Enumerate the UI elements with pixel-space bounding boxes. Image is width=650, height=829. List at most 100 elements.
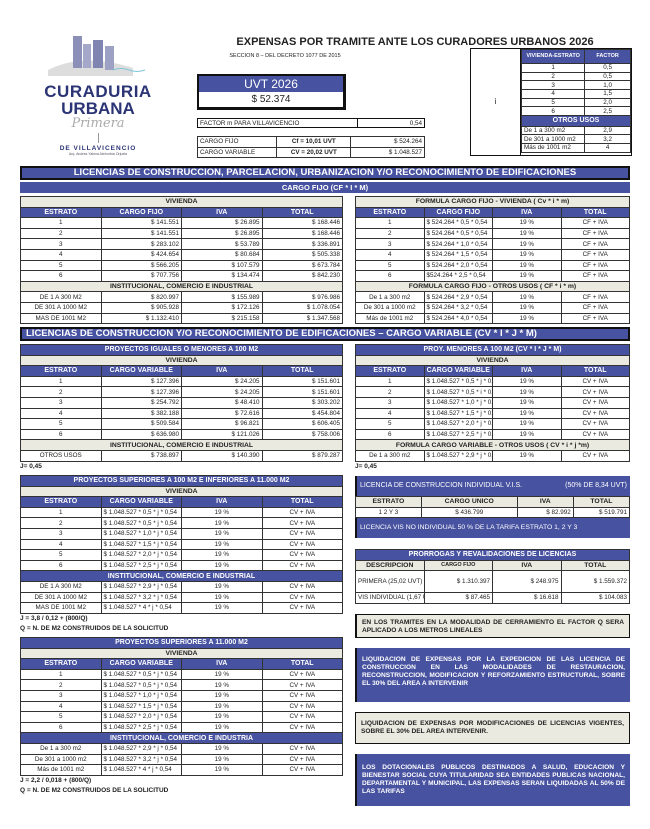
city-buildings-icon xyxy=(48,36,146,76)
group-label-row: VIVIENDA xyxy=(20,485,343,498)
table-cell: CF + IVA xyxy=(560,312,630,325)
page-subtitle: SECCION 8 – DEL DECRETO 1077 DE 2015 xyxy=(229,53,341,59)
table-cell: 19 % xyxy=(181,538,263,551)
table-cell: 3 xyxy=(355,396,425,409)
table-row: Más de 1001 m2 $ 524.264 * 4,0 * 0,54 19 %… xyxy=(355,312,630,325)
column-header: TOTAL xyxy=(560,365,630,377)
i-label: i xyxy=(471,49,521,155)
table-cell: 3 xyxy=(20,396,102,409)
table-cell: CV + IVA xyxy=(261,538,343,551)
vis-no-individual: LICENCIA VIS NO INDIVIDUAL 50 % DE LA TA… xyxy=(355,518,630,539)
column-header: TOTAL xyxy=(261,496,343,508)
prorroga-row: VIS INDIVIDUAL (1,67 UVT)$ 87.465$ 16.61… xyxy=(355,592,630,604)
table-cell: 19 % xyxy=(181,506,263,519)
table-cell: 1 xyxy=(355,375,425,388)
header-row: ESTRATO CARGO FIJO IVA TOTAL xyxy=(20,206,343,219)
table-cell: $ 566.205 xyxy=(100,259,182,272)
table-cell: $ 303.202 xyxy=(261,396,343,409)
table-cell: 1 xyxy=(20,375,102,388)
cv-mid-table: PROYECTOS SUPERIORES A 100 M2 E INFERIOR… xyxy=(20,475,343,632)
group-label: INSTITUCIONAL, COMERCIO E INDUSTRIAL xyxy=(20,439,343,451)
table-cell: 1 xyxy=(20,217,102,229)
table-cell: 4 xyxy=(20,248,102,261)
table-cell: 2,9 xyxy=(584,125,631,136)
table-cell: $ 107.579 xyxy=(181,259,263,272)
table-cell: 5 xyxy=(355,418,425,430)
table-cell: 1 xyxy=(520,63,586,73)
table-cell: 19 % xyxy=(492,312,562,325)
table-cell: $ 454.804 xyxy=(261,407,343,420)
section-1-subtitle: CARGO FIJO (CF * I * M) xyxy=(20,182,630,193)
table-cell: 5 xyxy=(20,711,102,723)
table-cell: 19 % xyxy=(181,580,263,593)
table-cell: $ 1.048.527 * 0,5 * i * 0,54 xyxy=(423,386,493,398)
table-row: De 1 a 300 m2$ 1.048.527 * 2,9 * j * 0,5… xyxy=(20,742,343,755)
table-cell: CV + IVA xyxy=(560,375,630,388)
cv-large-table: PROYECTOS SUPERIORES A 11.000 M2 VIVIENDA… xyxy=(20,637,343,794)
page-title: EXPENSAS POR TRAMITE ANTE LOS CURADORES … xyxy=(236,36,594,48)
cargos-table: CARGO FIJO Cf = 10,01 UVT $ 524.264 CARGO … xyxy=(196,136,425,159)
table-cell: CF + IVA xyxy=(560,238,630,250)
table-cell: 4 xyxy=(355,407,425,420)
column-header: CARGO FIJO xyxy=(423,206,493,219)
table-cell: 19 % xyxy=(492,386,562,398)
table-cell: 19 % xyxy=(181,700,263,713)
table-row: 2 $ 127.396 $ 24.205 $ 151.601 xyxy=(20,386,343,398)
table-cell: 1 xyxy=(20,668,102,681)
logo-place: DE VILLAVICENCIO xyxy=(59,145,137,152)
table-cell: CF + IVA xyxy=(560,291,630,303)
table-cell: 19 % xyxy=(181,764,263,776)
table-cell: $ 976.986 xyxy=(261,291,343,303)
table-row: 2 $ 524.264 * 0,5 * 0,54 19 % CF + IVA xyxy=(355,227,630,240)
table-cell: CV + IVA xyxy=(261,549,343,561)
table-cell: DE 1 A 300 M2 xyxy=(20,580,102,593)
table-cell: 19 % xyxy=(492,449,562,462)
table-title: PROYECTOS SUPERIORES A 100 M2 E INFERIOR… xyxy=(20,475,343,487)
table-cell: Más de 1001 m2 xyxy=(20,764,102,776)
table-cell: 6 xyxy=(520,106,586,117)
table-cell: $ 879.287 xyxy=(261,449,343,462)
cv-small-table: PROYECTOS IGUALES O MENORES A 100 M2 VIVI… xyxy=(20,344,343,470)
table-row: Más de 1001 m2 4 xyxy=(520,143,631,153)
column-header: IVA xyxy=(181,496,263,508)
table-cell: CV + IVA xyxy=(261,753,343,766)
group-label-row: INSTITUCIONAL, COMERCIO E INDUSTRIAL xyxy=(20,439,343,451)
table-cell: $ 26.895 xyxy=(181,227,263,240)
table-cell: $ 1.048.527 * 0,5 * j * 0,54 xyxy=(100,679,182,691)
table-row: 3 $ 524.264 * 1,0 * 0,54 19 % CF + IVA xyxy=(355,238,630,250)
table-cell: $ 842.230 xyxy=(261,270,343,282)
table-cell: Más de 1001 m2 xyxy=(520,143,586,153)
group-label: VIVIENDA xyxy=(20,354,343,367)
group-label-row: FORMULA CARGO VARIABLE - OTROS USOS ( CV… xyxy=(355,439,630,451)
table-cell: $ 1.132.410 xyxy=(100,312,182,325)
table-cell: CV + IVA xyxy=(560,428,630,441)
table-cell: 19 % xyxy=(492,375,562,388)
logo: CURADURIA URBANA Primera DE VILLAVICENCI… xyxy=(38,30,158,162)
note-restauracion: LIQUIDACION DE EXPENSAS POR LA EXPEDICIO… xyxy=(355,648,630,702)
column-header: ESTRATO xyxy=(355,206,425,219)
column-header: IVA xyxy=(492,206,562,219)
table-cell: 19 % xyxy=(492,407,562,420)
table-cell: 19 % xyxy=(181,527,263,540)
table-row: 6 $ 707.756 $ 134.474 $ 842.230 xyxy=(20,270,343,282)
header-row: ESTRATO CARGO VARIABLE IVA TOTAL xyxy=(355,365,630,377)
table-cell: CV + IVA xyxy=(560,386,630,398)
table-cell: 3 xyxy=(20,689,102,702)
formula-note: J= 0,45 xyxy=(20,462,42,470)
table-cell: 2 xyxy=(20,386,102,398)
table-row: DE 301 A 1000 M2 $ 1.048.527 * 3,2 * j * … xyxy=(20,591,343,604)
vis-block: LICENCIA DE CONSTRUCCION INDIVIDUAL V.I.… xyxy=(355,476,631,539)
group-label-row: INSTITUCIONAL, COMERCIO E INDUSTRIAL xyxy=(20,570,343,582)
table-cell: 19 % xyxy=(492,418,562,430)
table-cell: $ 524.264 * 2,9 * 0,54 xyxy=(423,291,493,303)
table-cell: 19 % xyxy=(181,602,263,614)
cargo-fijo-formula-table: FORMULA CARGO FIJO - VIVIENDA ( Cv * i *… xyxy=(355,196,630,325)
table-cell: $ 1.048.527 * 3,2 * j * 0,54 xyxy=(100,753,182,766)
table-row: 2 $ 141.551 $ 26.895 $ 168.446 xyxy=(20,227,343,240)
table-cell: $ 1.048.527 * 0,5 * j * 0,54 xyxy=(100,506,182,519)
